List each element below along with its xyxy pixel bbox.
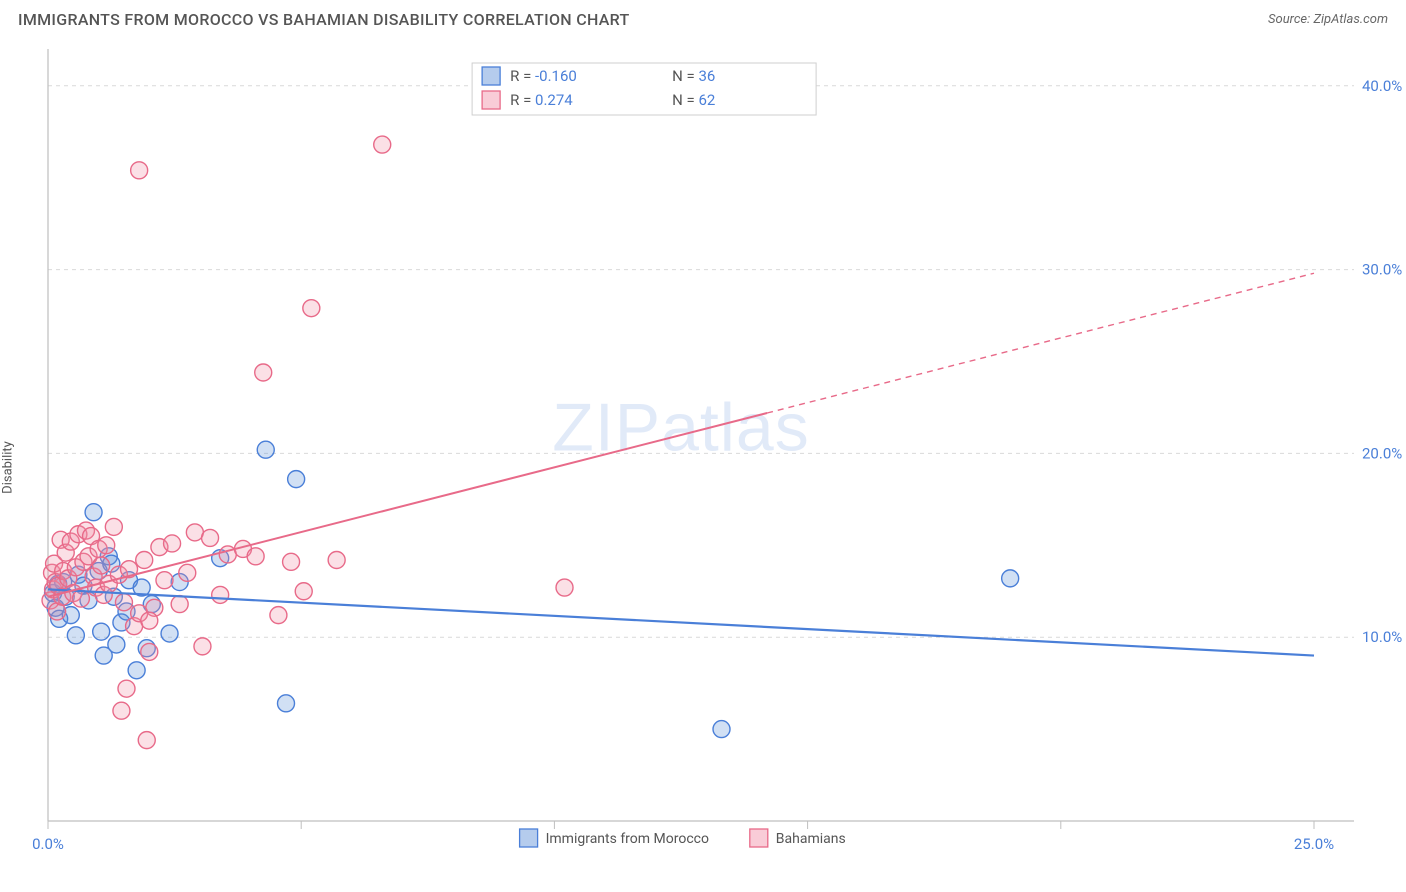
- data-point: [713, 721, 730, 738]
- legend-label: Immigrants from Morocco: [546, 831, 709, 847]
- data-point: [141, 612, 158, 629]
- data-point: [328, 551, 345, 568]
- data-point: [72, 590, 89, 607]
- x-tick-label: 0.0%: [32, 835, 64, 853]
- chart-source: Source: ZipAtlas.com: [1268, 12, 1388, 27]
- data-point: [141, 643, 158, 660]
- data-point: [171, 596, 188, 613]
- data-point: [257, 441, 274, 458]
- regression-line-dashed: [767, 273, 1314, 413]
- data-point: [131, 162, 148, 179]
- data-point: [108, 636, 125, 653]
- data-point: [247, 548, 264, 565]
- y-tick-label: 10.0%: [1362, 628, 1402, 646]
- data-point: [93, 557, 110, 574]
- legend-swatch: [520, 829, 538, 847]
- data-point: [67, 627, 84, 644]
- chart-container: Disability 10.0%20.0%30.0%40.0%ZIPatlas0…: [0, 35, 1406, 885]
- data-point: [98, 537, 115, 554]
- data-point: [85, 504, 102, 521]
- data-point: [105, 518, 122, 535]
- legend-swatch: [750, 829, 768, 847]
- y-tick-label: 30.0%: [1362, 261, 1402, 279]
- data-point: [255, 364, 272, 381]
- x-tick-label: 25.0%: [1294, 835, 1334, 853]
- data-point: [303, 300, 320, 317]
- regression-line: [48, 589, 1314, 655]
- data-point: [212, 586, 229, 603]
- data-point: [556, 579, 573, 596]
- data-point: [202, 529, 219, 546]
- data-point: [283, 553, 300, 570]
- data-point: [118, 680, 135, 697]
- stats-swatch: [482, 91, 500, 109]
- data-point: [1002, 570, 1019, 587]
- source-name: ZipAtlas.com: [1313, 12, 1388, 27]
- legend-label: Bahamians: [776, 831, 846, 847]
- y-tick-label: 40.0%: [1362, 77, 1402, 95]
- data-point: [194, 638, 211, 655]
- y-tick-label: 20.0%: [1362, 444, 1402, 462]
- data-point: [113, 702, 130, 719]
- data-point: [179, 564, 196, 581]
- data-point: [186, 524, 203, 541]
- data-point: [295, 583, 312, 600]
- data-point: [278, 695, 295, 712]
- data-point: [136, 551, 153, 568]
- data-point: [270, 607, 287, 624]
- data-point: [288, 471, 305, 488]
- data-point: [128, 662, 145, 679]
- watermark: ZIPatlas: [552, 389, 809, 465]
- data-point: [93, 623, 110, 640]
- chart-title: IMMIGRANTS FROM MOROCCO VS BAHAMIAN DISA…: [18, 10, 630, 29]
- data-point: [374, 136, 391, 153]
- data-point: [138, 732, 155, 749]
- data-point: [164, 535, 181, 552]
- source-prefix: Source:: [1268, 12, 1313, 27]
- data-point: [156, 572, 173, 589]
- data-point: [161, 625, 178, 642]
- chart-svg: 10.0%20.0%30.0%40.0%ZIPatlas0.0%25.0%R =…: [0, 35, 1406, 885]
- data-point: [115, 594, 132, 611]
- y-axis-label: Disability: [1, 441, 16, 494]
- regression-line-solid: [48, 413, 767, 597]
- chart-header: IMMIGRANTS FROM MOROCCO VS BAHAMIAN DISA…: [0, 0, 1406, 35]
- stats-swatch: [482, 67, 500, 85]
